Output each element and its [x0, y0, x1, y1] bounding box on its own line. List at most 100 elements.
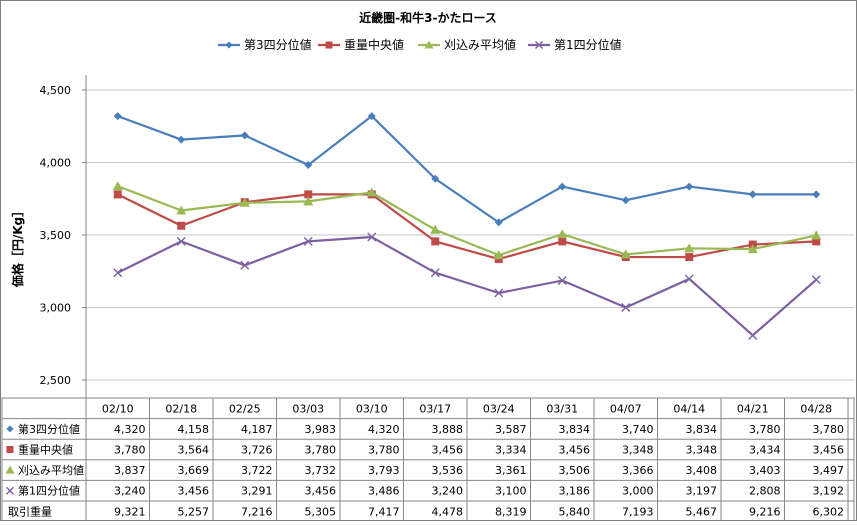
data-point: [494, 218, 503, 227]
data-point: [747, 244, 758, 254]
table-cell: 3,888: [432, 423, 464, 436]
data-point: [367, 112, 376, 121]
table-row-label: 重量中央値: [18, 443, 73, 457]
table-cell: 3,100: [495, 485, 527, 498]
table-cell: 3,348: [622, 444, 654, 457]
legend-label: 刈込み平均値: [444, 37, 516, 52]
table-cell: 5,467: [686, 505, 718, 518]
table-legend-marker: [6, 425, 14, 433]
x-tick-label: 04/28: [800, 402, 832, 415]
data-point: [303, 236, 313, 246]
table-cell: 3,197: [686, 485, 718, 498]
table-row-label: 第1四分位値: [18, 484, 80, 498]
data-point: [748, 330, 758, 340]
table-cell: 3,186: [559, 485, 591, 498]
grid-lines: [86, 89, 854, 381]
legend-label: 重量中央値: [344, 37, 404, 52]
table-cell: 3,780: [813, 423, 845, 436]
series-line-3: [117, 185, 817, 257]
data-point: [304, 190, 313, 199]
table-cell: 8,319: [495, 505, 527, 518]
table-cell: 3,434: [749, 444, 781, 457]
data-point: [112, 181, 123, 191]
legend-item: 第1四分位値: [528, 37, 622, 52]
table-cell: 7,216: [241, 505, 273, 518]
data-point: [621, 196, 630, 205]
table-cell: 3,732: [305, 464, 337, 477]
table-cell: 3,726: [241, 444, 273, 457]
table-cell: 4,187: [241, 423, 273, 436]
legend-label: 第1四分位値: [554, 37, 622, 52]
table-cell: 5,305: [305, 505, 337, 518]
table-cell: 9,321: [114, 505, 146, 518]
data-point: [684, 274, 694, 284]
data-point: [685, 182, 694, 191]
table-cell: 3,456: [813, 444, 845, 457]
table-cell: 3,587: [495, 423, 527, 436]
table-cell: 3,408: [686, 464, 718, 477]
table-cell: 3,486: [368, 485, 400, 498]
data-point: [494, 288, 504, 298]
x-tick-label: 03/17: [419, 402, 451, 415]
data-point: [430, 224, 441, 234]
table-cell: 9,216: [749, 505, 781, 518]
table-row-label: 刈込み平均値: [18, 464, 84, 477]
table-row-label: 第3四分位値: [18, 422, 80, 436]
table-cell: 3,291: [241, 485, 273, 498]
table-cell: 3,536: [432, 464, 464, 477]
legend-marker: [225, 41, 233, 49]
table-cell: 3,983: [305, 423, 337, 436]
table-cell: 3,793: [368, 464, 400, 477]
data-point: [177, 135, 186, 144]
data-table: 02/10 02/18 02/25 03/03 03/10 03/17 03/24 03/31…: [1, 397, 855, 523]
table-cell: 3,361: [495, 464, 527, 477]
table-cell: 3,780: [368, 444, 400, 457]
data-point: [557, 276, 567, 286]
table-cell: 3,456: [432, 444, 464, 457]
data-point: [811, 275, 821, 285]
x-tick-label: 03/31: [546, 402, 578, 415]
table-cell: 4,320: [114, 423, 146, 436]
legend-marker: [325, 41, 333, 49]
table-cell: 3,780: [749, 423, 781, 436]
table-cell: 3,722: [241, 464, 273, 477]
table-cell: 5,257: [178, 505, 210, 518]
table-cell: 3,497: [813, 464, 845, 477]
series-line-1: [117, 114, 817, 224]
data-point: [366, 187, 377, 197]
y-axis: 2,500 3,000 3,500 4,000 4,500: [40, 75, 87, 398]
legend-label: 第3四分位値: [244, 37, 312, 52]
x-tick-label: 03/24: [483, 402, 515, 415]
legend-item: 刈込み平均値: [418, 37, 516, 52]
data-point: [431, 174, 440, 183]
data-point: [113, 112, 122, 121]
table-cell: 3,834: [559, 423, 591, 436]
y-axis-label: 価格［円/Kg］: [10, 205, 25, 288]
data-point: [176, 205, 187, 215]
data-point: [493, 250, 504, 260]
y-tick-label: 3,500: [40, 229, 72, 242]
table-cell: 3,780: [305, 444, 337, 457]
plot-area: [112, 112, 822, 340]
data-point: [177, 221, 186, 230]
data-point: [620, 249, 631, 259]
x-tick-label: 02/25: [229, 402, 261, 415]
data-point: [176, 236, 186, 246]
data-point: [621, 303, 631, 312]
data-point: [430, 268, 440, 278]
series-line-4: [117, 235, 817, 337]
x-tick-label: 04/21: [737, 402, 769, 415]
x-tick-label: 04/14: [673, 402, 705, 415]
x-tick-label: 02/10: [102, 402, 134, 415]
table-row-label: 取引重量: [8, 504, 52, 518]
table-cell: 4,320: [368, 423, 400, 436]
y-tick-label: 3,000: [40, 302, 72, 315]
table-legend-marker: [5, 465, 15, 474]
table-cell: 3,456: [305, 485, 337, 498]
data-point: [240, 260, 250, 270]
table-cell: 3,780: [114, 444, 146, 457]
table-cell: 3,456: [178, 485, 210, 498]
